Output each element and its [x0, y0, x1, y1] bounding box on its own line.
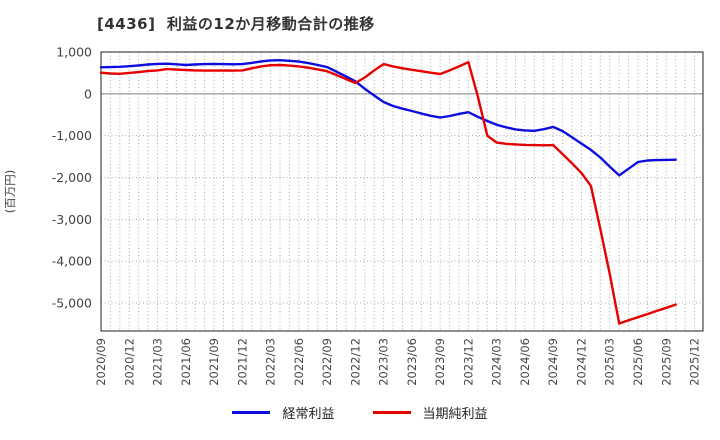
- x-tick-label: 2023/09: [433, 338, 447, 386]
- x-tick-label: 2025/06: [631, 338, 645, 386]
- x-axis-tick-labels: 2020/09 2020/12 2021/03 2021/06 2021/09 2021/…: [94, 338, 702, 386]
- legend-label-ordinary-profit: 経常利益: [282, 407, 335, 422]
- plot-frame: [100, 51, 704, 332]
- x-tick-label: 2022/03: [264, 338, 278, 386]
- x-tick-label: 2020/12: [122, 338, 136, 386]
- x-tick-label: 2022/09: [320, 338, 334, 386]
- y-tick-label: 0: [84, 86, 92, 101]
- x-tick-label: 2024/12: [574, 338, 588, 386]
- x-tick-label: 2025/12: [688, 338, 702, 386]
- x-tick-label: 2021/12: [235, 338, 249, 386]
- x-tick-label: 2024/03: [490, 338, 504, 386]
- y-tick-label: -1,000: [52, 128, 92, 143]
- horizontal-gridlines: [101, 93, 703, 304]
- y-tick-label: -2,000: [52, 170, 92, 185]
- legend-line-ordinary-profit: [232, 411, 271, 414]
- x-tick-label: 2025/03: [603, 338, 617, 386]
- y-tick-label: -4,000: [52, 254, 92, 269]
- y-axis-tick-labels: 1,000 0 -1,000 -2,000 -3,000 -4,000 -5,000: [52, 45, 92, 311]
- y-tick-label: 1,000: [56, 45, 92, 60]
- x-tick-label: 2023/06: [405, 338, 419, 386]
- legend-item-ordinary-profit: 経常利益: [232, 403, 335, 422]
- y-tick-label: -5,000: [52, 295, 92, 310]
- legend: 経常利益 当期純利益: [0, 403, 720, 422]
- x-tick-label: 2021/03: [151, 338, 165, 386]
- x-tick-label: 2025/09: [659, 338, 673, 386]
- x-tick-label: 2021/06: [179, 338, 193, 386]
- x-tick-label: 2023/12: [461, 338, 475, 386]
- x-tick-label: 2021/09: [207, 338, 221, 386]
- chart-title: [4436] 利益の12か月移動合計の推移: [97, 15, 375, 33]
- x-tick-label: 2024/06: [518, 338, 532, 386]
- x-tick-label: 2024/09: [546, 338, 560, 386]
- x-tick-label: 2022/06: [292, 338, 306, 386]
- series-line-ordinary-profit: [99, 59, 677, 177]
- y-axis-title: (百万円): [3, 170, 17, 213]
- legend-label-net-profit: 当期純利益: [422, 407, 488, 422]
- x-tick-label: 2022/12: [348, 338, 362, 386]
- x-tick-label: 2020/09: [94, 338, 108, 386]
- vertical-gridlines: [109, 52, 696, 331]
- series-line-net-profit: [99, 61, 677, 325]
- legend-line-net-profit: [372, 411, 411, 414]
- legend-item-net-profit: 当期純利益: [372, 403, 488, 422]
- y-tick-label: -3,000: [52, 212, 92, 227]
- x-tick-label: 2023/03: [377, 338, 391, 386]
